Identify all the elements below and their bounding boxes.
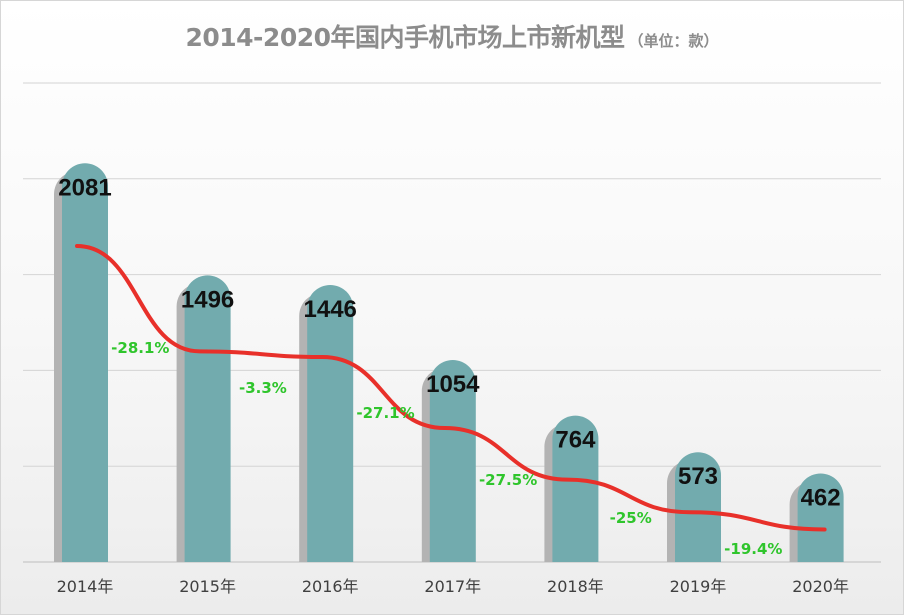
value-label: 1054 xyxy=(426,371,480,398)
bar xyxy=(62,163,108,563)
growth-label: -28.1% xyxy=(111,339,169,357)
value-label: 573 xyxy=(678,463,718,490)
value-label: 462 xyxy=(801,484,841,511)
bar xyxy=(797,473,844,562)
value-label: 1496 xyxy=(181,286,234,313)
value-label: 1446 xyxy=(304,296,357,323)
x-tick-label: 2017年 xyxy=(424,577,481,596)
x-tick-label: 2018年 xyxy=(547,577,604,596)
growth-label: -3.3% xyxy=(239,379,287,397)
value-label: 764 xyxy=(555,427,596,454)
growth-label: -25% xyxy=(610,509,652,527)
trend-line-layer xyxy=(75,244,827,532)
bar xyxy=(184,275,231,562)
trend-line xyxy=(75,244,827,532)
chart-unit-label: （单位：款） xyxy=(628,32,719,50)
x-tick-label: 2016年 xyxy=(302,577,359,596)
x-tick-label: 2014年 xyxy=(57,577,114,596)
x-tick-label: 2020年 xyxy=(792,577,849,596)
chart-title-block: 2014-2020年国内手机市场上市新机型 （单位：款） xyxy=(1,18,903,54)
bar xyxy=(552,415,599,562)
labels: 2081 1496 1446 1054 764 573 462 -28.1% -3.3% -27.… xyxy=(57,174,849,596)
growth-label: -27.1% xyxy=(356,404,414,422)
chart-title: 2014-2020年国内手机市场上市新机型 xyxy=(185,23,625,52)
value-label: 2081 xyxy=(58,174,111,201)
x-tick-label: 2019年 xyxy=(670,577,727,596)
growth-label: -19.4% xyxy=(724,540,782,558)
x-tick-label: 2015年 xyxy=(179,577,236,596)
bars xyxy=(54,163,844,563)
bar xyxy=(675,452,721,562)
bar xyxy=(307,284,354,562)
growth-label: -27.5% xyxy=(479,471,537,489)
bar xyxy=(429,360,476,562)
